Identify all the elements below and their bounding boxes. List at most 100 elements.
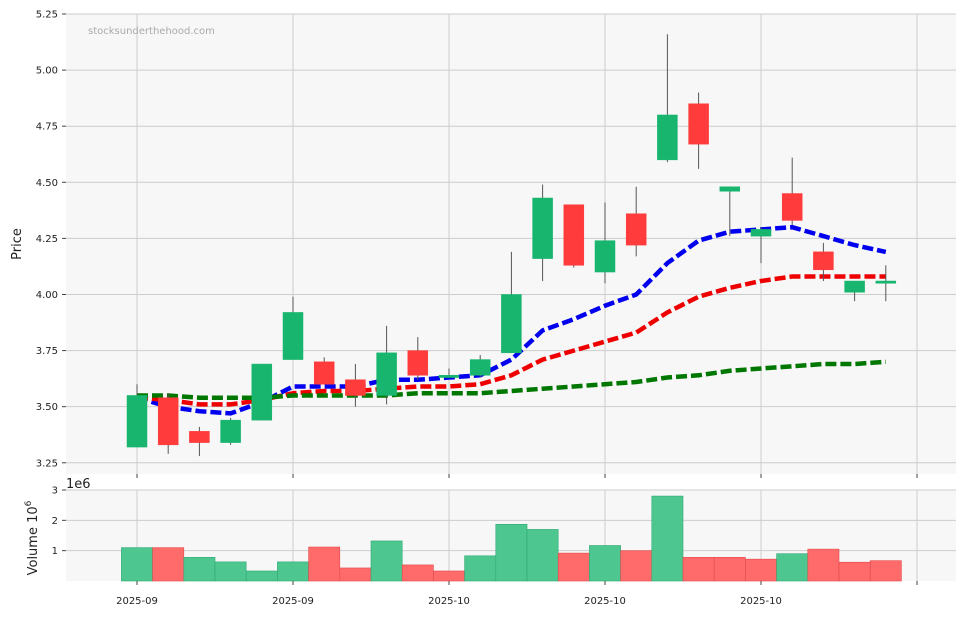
candle bbox=[407, 337, 429, 380]
candle bbox=[875, 265, 897, 302]
price-y-tick-label: 4.50 bbox=[36, 178, 58, 189]
candle bbox=[719, 186, 741, 237]
candle-body bbox=[719, 186, 741, 192]
candle-body bbox=[157, 397, 179, 446]
candle-body bbox=[126, 395, 148, 448]
price-y-tick-label: 5.00 bbox=[36, 66, 58, 77]
volume-y-tick-labels: 1 2 3 bbox=[52, 486, 66, 557]
volume-bar bbox=[807, 548, 840, 582]
volume-bar bbox=[713, 557, 746, 582]
volume-bar bbox=[277, 561, 309, 582]
volume-bar bbox=[745, 558, 777, 582]
candle-body bbox=[594, 240, 616, 273]
price-y-tick-label: 3.50 bbox=[36, 402, 58, 413]
candle bbox=[532, 184, 553, 282]
volume-bar bbox=[121, 547, 153, 582]
candle-body bbox=[844, 280, 865, 293]
candle bbox=[781, 157, 803, 225]
volume-axis-label-exp: 6 bbox=[24, 500, 34, 506]
candle bbox=[501, 251, 522, 354]
candle-body bbox=[438, 375, 460, 378]
volume-bar bbox=[245, 570, 278, 582]
price-y-tick-label: 3.25 bbox=[36, 458, 58, 469]
x-axis-tick-labels: 2025-09 2025-09 2025-10 2025-10 2025-10 bbox=[116, 474, 918, 607]
volume-y-tick-label: 3 bbox=[52, 486, 58, 497]
candle bbox=[282, 296, 304, 360]
x-tick-label: 2025-10 bbox=[740, 596, 782, 607]
price-y-tick-label: 3.75 bbox=[36, 346, 58, 357]
volume-bar bbox=[433, 570, 465, 582]
candle bbox=[813, 242, 834, 282]
price-y-tick-label: 5.25 bbox=[36, 10, 58, 21]
candle-body bbox=[220, 419, 241, 443]
candle bbox=[189, 426, 210, 457]
watermark: stocksunderthehood.com bbox=[88, 26, 215, 37]
candle bbox=[376, 325, 397, 405]
volume-bars bbox=[121, 495, 902, 582]
volume-offset-label: 1e6 bbox=[66, 477, 91, 492]
candlesticks bbox=[126, 34, 897, 457]
candle-body bbox=[688, 103, 709, 145]
x-tick-label: 2025-09 bbox=[272, 596, 314, 607]
price-y-tick-labels: 3.25 3.50 3.75 4.00 4.25 4.50 4.75 5.00 5.25 bbox=[36, 10, 66, 469]
price-y-tick-label: 4.00 bbox=[36, 290, 58, 301]
candle-body bbox=[875, 280, 897, 284]
volume-bar bbox=[682, 557, 715, 582]
candle-body bbox=[407, 350, 429, 376]
volume-axis-label-unit: 10 bbox=[26, 506, 41, 523]
volume-axis-label: Volume 106 bbox=[24, 500, 41, 575]
volume-bar bbox=[557, 552, 590, 582]
volume-bar bbox=[526, 529, 559, 582]
volume-bar bbox=[214, 561, 247, 582]
candle-body bbox=[750, 229, 772, 237]
price-gridlines bbox=[66, 13, 956, 474]
volume-bar bbox=[464, 555, 497, 582]
price-axis-label: Price bbox=[10, 228, 25, 260]
candle-body bbox=[189, 431, 210, 443]
candle bbox=[126, 384, 148, 448]
x-tick-label: 2025-10 bbox=[584, 596, 626, 607]
volume-bar bbox=[495, 523, 528, 582]
volume-bar bbox=[401, 564, 434, 582]
volume-bar bbox=[183, 557, 216, 582]
candle bbox=[345, 364, 366, 407]
candle bbox=[157, 393, 179, 454]
candle bbox=[313, 357, 335, 385]
candle-body bbox=[469, 359, 491, 376]
candle bbox=[688, 92, 709, 169]
candle bbox=[251, 363, 273, 421]
candle bbox=[625, 186, 647, 257]
candle-body bbox=[532, 197, 553, 259]
volume-bar bbox=[620, 550, 653, 582]
candle-body bbox=[345, 379, 366, 396]
candle-body bbox=[282, 312, 304, 360]
candle bbox=[594, 202, 616, 284]
candle bbox=[750, 227, 772, 264]
x-tick-label: 2025-09 bbox=[116, 596, 158, 607]
candle-body bbox=[781, 193, 803, 221]
candle bbox=[563, 204, 585, 268]
volume-bar bbox=[370, 540, 403, 582]
volume-bar bbox=[152, 547, 185, 582]
price-y-tick-label: 4.25 bbox=[36, 234, 58, 245]
candle bbox=[438, 368, 460, 378]
volume-bar bbox=[339, 567, 372, 582]
volume-bar bbox=[651, 495, 684, 582]
volume-bar bbox=[589, 545, 621, 582]
candle-body bbox=[563, 204, 585, 266]
candle-body bbox=[813, 251, 834, 271]
candle-body bbox=[625, 213, 647, 246]
candle-body bbox=[657, 114, 678, 161]
price-y-tick-label: 4.75 bbox=[36, 122, 58, 133]
candle bbox=[220, 417, 241, 445]
candle-body bbox=[376, 352, 397, 396]
candle bbox=[844, 280, 865, 302]
volume-bar bbox=[776, 553, 809, 582]
volume-y-tick-label: 1 bbox=[52, 546, 58, 557]
candle bbox=[469, 355, 491, 378]
volume-bar bbox=[869, 560, 902, 582]
candle-body bbox=[251, 363, 273, 421]
candle bbox=[657, 34, 678, 163]
